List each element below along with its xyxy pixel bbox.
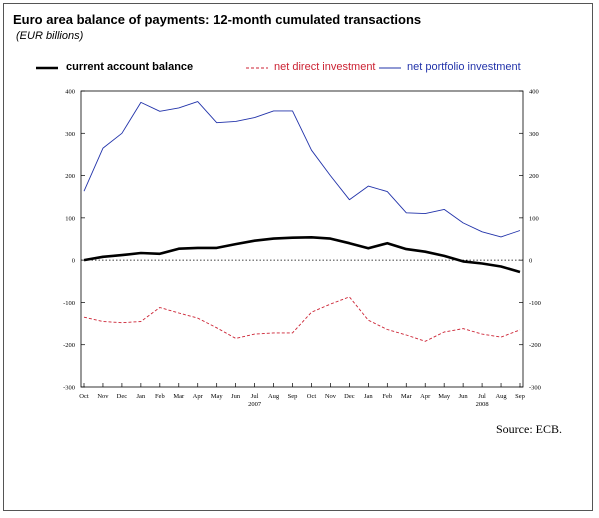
x-tick-label: Dec xyxy=(117,393,128,400)
x-tick-label: Feb xyxy=(155,393,165,400)
series-line-net-portfolio-investment xyxy=(83,101,521,238)
x-tick-label: Jun xyxy=(459,393,469,400)
x-tick-label: Nov xyxy=(325,393,337,400)
x-year-label: 2008 xyxy=(476,401,489,408)
legend-swatch xyxy=(36,66,58,70)
x-tick-label: Dec xyxy=(344,393,355,400)
y-tick-label-right: 300 xyxy=(529,131,539,138)
y-tick-label-right: -200 xyxy=(529,342,541,349)
x-tick-label: Apr xyxy=(420,393,431,400)
series-line-current-account-balance xyxy=(83,236,521,274)
x-tick-label: Jul xyxy=(251,393,259,400)
x-tick-label: Mar xyxy=(401,393,413,400)
y-tick-label-left: 200 xyxy=(65,173,75,180)
y-tick-label-right: 200 xyxy=(529,173,539,180)
x-tick-label: Jun xyxy=(231,393,241,400)
x-tick-label: Aug xyxy=(268,393,280,400)
chart-subtitle: (EUR billions) xyxy=(16,30,84,42)
x-tick-label: Jan xyxy=(364,393,373,400)
y-tick-label-left: 400 xyxy=(65,89,75,96)
y-tick-label-right: -300 xyxy=(529,385,541,392)
legend-swatch xyxy=(246,67,268,69)
chart-title: Euro area balance of payments: 12-month … xyxy=(13,12,422,27)
x-tick-label: Mar xyxy=(173,393,185,400)
x-tick-label: Jul xyxy=(478,393,486,400)
x-tick-label: Apr xyxy=(193,393,204,400)
x-tick-label: Jan xyxy=(137,393,146,400)
y-tick-label-right: -100 xyxy=(529,300,541,307)
series-line-net-direct-investment xyxy=(83,296,521,342)
x-tick-label: Oct xyxy=(79,393,89,400)
x-tick-label: May xyxy=(211,393,224,400)
chart-frame: Euro area balance of payments: 12-month … xyxy=(3,3,593,511)
y-tick-label-right: 400 xyxy=(529,89,539,96)
legend-swatch xyxy=(379,67,401,69)
legend-label: current account balance xyxy=(66,61,194,73)
y-tick-label-left: 0 xyxy=(72,258,75,265)
y-tick-label-left: -200 xyxy=(63,342,75,349)
legend-label: net portfolio investment xyxy=(407,61,521,73)
y-tick-label-right: 0 xyxy=(529,258,532,265)
x-year-label: 2007 xyxy=(248,401,262,408)
y-tick-label-left: 300 xyxy=(65,131,75,138)
x-tick-label: Aug xyxy=(495,393,507,400)
y-tick-label-right: 100 xyxy=(529,215,539,222)
x-tick-label: Feb xyxy=(382,393,392,400)
x-tick-label: Sep xyxy=(515,393,525,400)
legend-label: net direct investment xyxy=(274,61,376,73)
x-tick-label: Oct xyxy=(307,393,317,400)
x-tick-label: May xyxy=(438,393,451,400)
y-tick-label-left: -100 xyxy=(63,300,75,307)
y-tick-label-left: -300 xyxy=(63,385,75,392)
y-tick-label-left: 100 xyxy=(65,215,75,222)
line-chart: -300 -300 -200 -200 -100 -100 0 0 100 100 200 200 30… xyxy=(63,89,541,409)
x-tick-label: Nov xyxy=(97,393,109,400)
source-note: Source: ECB. xyxy=(496,422,562,436)
plot-area-border xyxy=(80,90,524,388)
x-tick-label: Sep xyxy=(288,393,298,400)
